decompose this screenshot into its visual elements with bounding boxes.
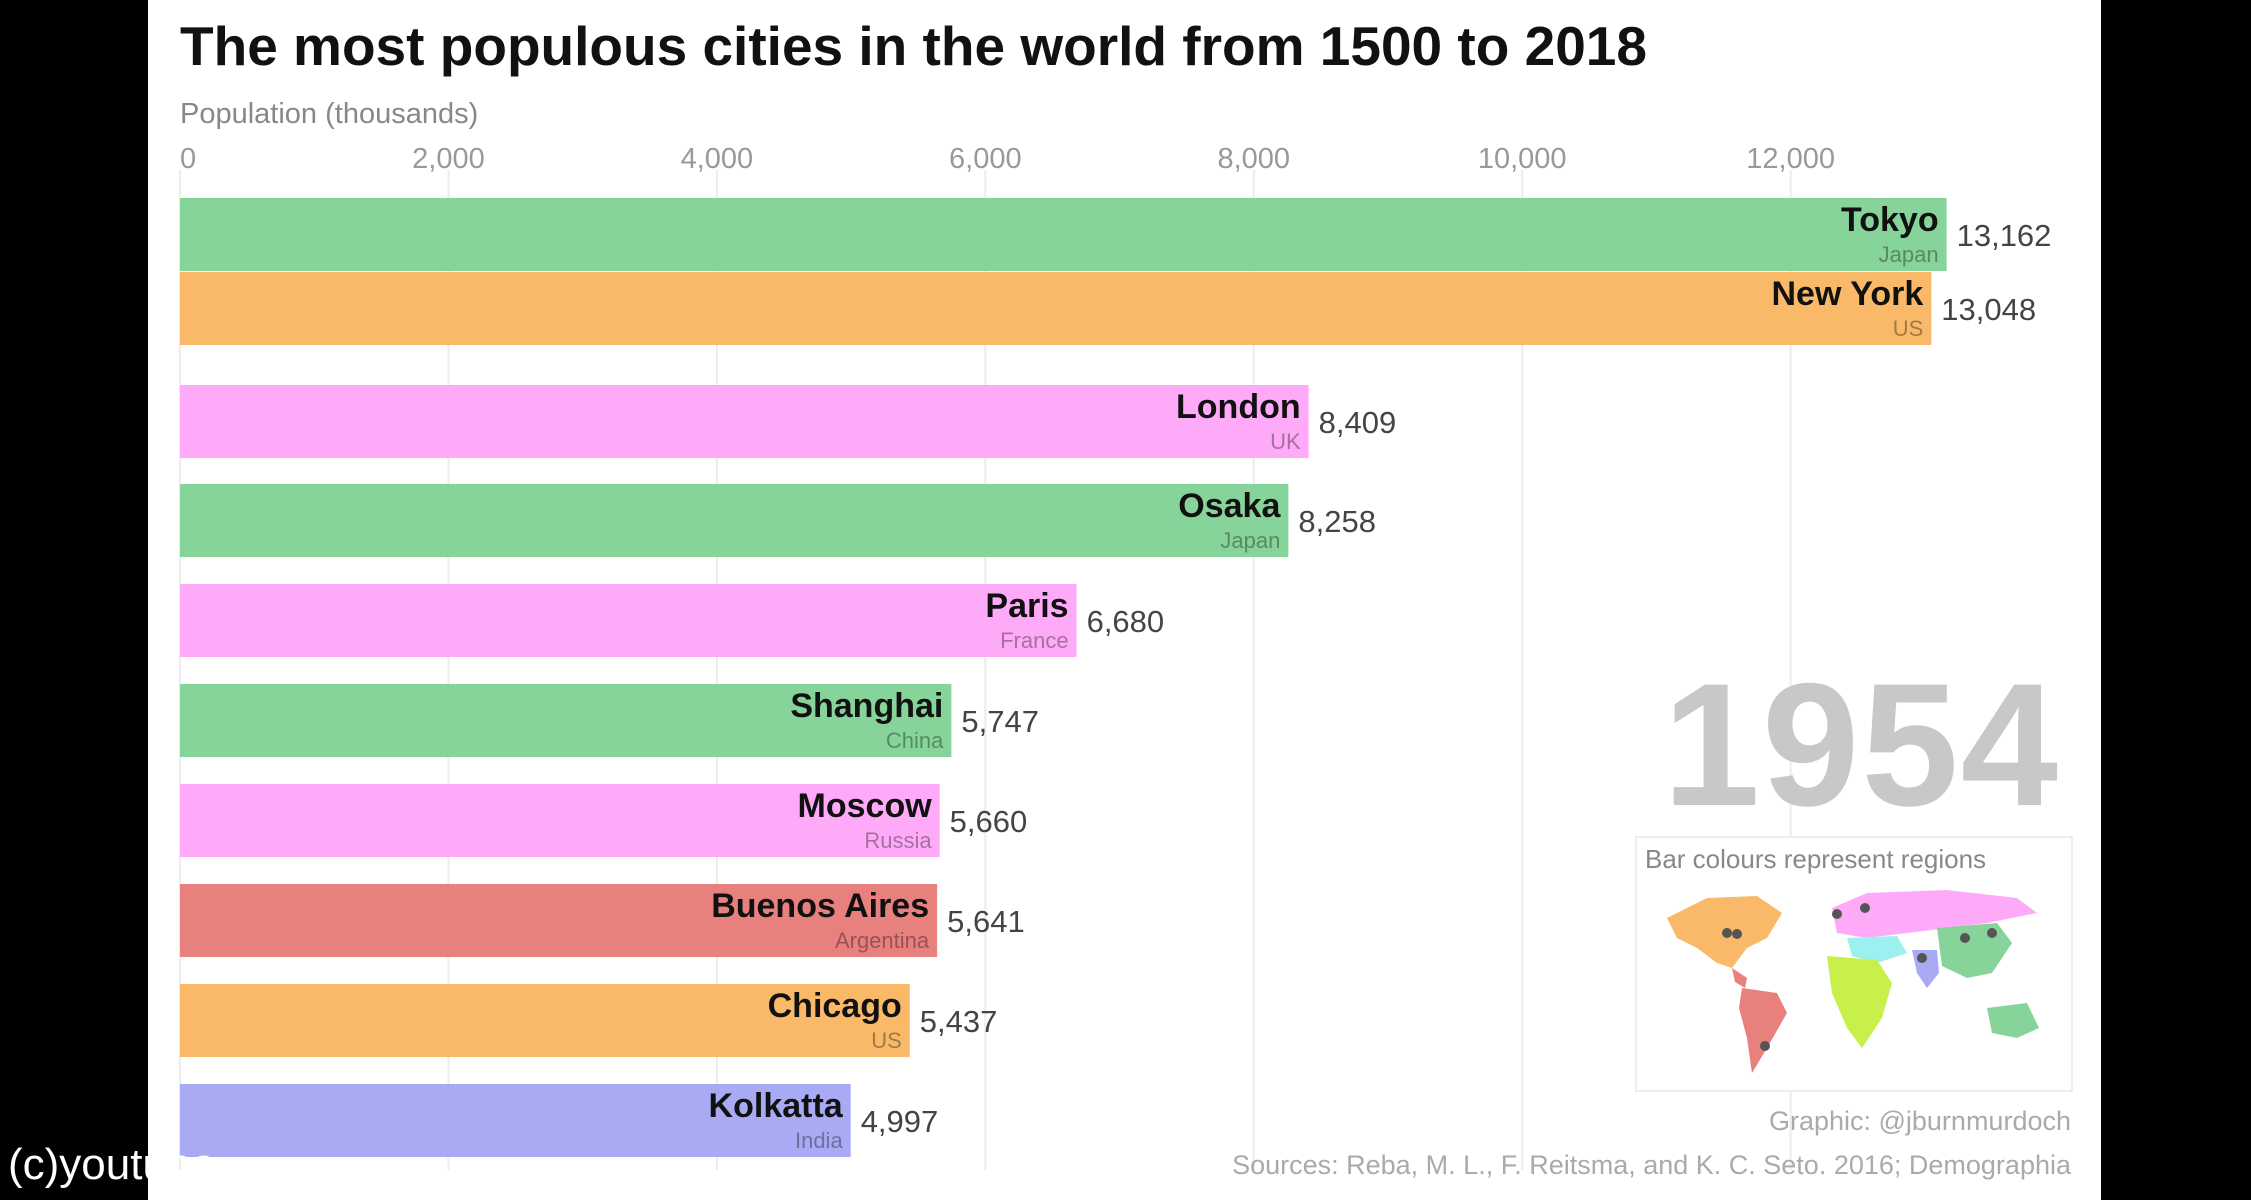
bar-new-york bbox=[180, 272, 1932, 345]
bar-kolkatta bbox=[180, 1084, 851, 1157]
bar-value-label: 13,048 bbox=[1941, 292, 2036, 327]
x-tick-label: 6,000 bbox=[949, 143, 1022, 175]
bar-country-label: India bbox=[795, 1128, 843, 1153]
bar-london bbox=[180, 385, 1309, 458]
bar-value-label: 5,747 bbox=[961, 704, 1039, 739]
bar-country-label: Japan bbox=[1879, 242, 1939, 267]
bar-value-label: 4,997 bbox=[861, 1104, 939, 1139]
legend-title: Bar colours represent regions bbox=[1645, 844, 1987, 874]
bar-value-label: 8,409 bbox=[1319, 405, 1397, 440]
bar-country-label: Argentina bbox=[835, 928, 930, 953]
watermark: (c)youtube bbox=[8, 1140, 216, 1189]
region-legend: Bar colours represent regions bbox=[1635, 836, 2073, 1092]
bar-city-label: Buenos Aires bbox=[711, 887, 929, 925]
bar-value-label: 8,258 bbox=[1298, 504, 1376, 539]
x-tick-label: 8,000 bbox=[1217, 143, 1290, 175]
bar-value-label: 5,660 bbox=[950, 804, 1028, 839]
bar-value-label: 6,680 bbox=[1087, 604, 1165, 639]
bar-city-label: Chicago bbox=[768, 987, 902, 1025]
x-tick-label: 2,000 bbox=[412, 143, 485, 175]
bar-city-label: London bbox=[1176, 388, 1301, 426]
x-axis-label: Population (thousands) bbox=[180, 98, 479, 130]
bar-buenos-aires bbox=[180, 884, 938, 957]
x-tick-label: 4,000 bbox=[681, 143, 754, 175]
bar-city-label: Osaka bbox=[1178, 487, 1281, 525]
bar-city-label: Moscow bbox=[798, 787, 933, 825]
sources-text: Sources: Reba, M. L., F. Reitsma, and K.… bbox=[1232, 1150, 2071, 1180]
bar-country-label: US bbox=[871, 1028, 902, 1053]
bar-country-label: US bbox=[1893, 316, 1924, 341]
bar-moscow bbox=[180, 784, 940, 857]
bar-value-label: 5,641 bbox=[947, 904, 1025, 939]
bar-country-label: France bbox=[1000, 628, 1068, 653]
bar-tokyo bbox=[180, 198, 1947, 271]
x-tick-label: 12,000 bbox=[1746, 143, 1835, 175]
bar-paris bbox=[180, 584, 1077, 657]
bar-city-label: Paris bbox=[985, 587, 1068, 625]
bar-city-label: Shanghai bbox=[790, 687, 943, 725]
bar-city-label: Tokyo bbox=[1841, 201, 1939, 239]
x-tick-label: 10,000 bbox=[1478, 143, 1567, 175]
bar-country-label: Japan bbox=[1220, 528, 1280, 553]
bar-value-label: 5,437 bbox=[920, 1004, 998, 1039]
chart-title: The most populous cities in the world fr… bbox=[180, 15, 1647, 77]
bar-country-label: UK bbox=[1270, 429, 1301, 454]
world-map-icon bbox=[1667, 890, 2039, 1073]
bar-chicago bbox=[180, 984, 910, 1057]
graphic-credit: Graphic: @jburnmurdoch bbox=[1768, 1106, 2071, 1136]
bar-value-label: 13,162 bbox=[1957, 218, 2052, 253]
bar-country-label: China bbox=[886, 728, 944, 753]
bar-osaka bbox=[180, 484, 1289, 557]
year-label: 1954 bbox=[1662, 648, 2060, 843]
bar-shanghai bbox=[180, 684, 952, 757]
bar-country-label: Russia bbox=[864, 828, 932, 853]
x-tick-label: 0 bbox=[180, 143, 196, 175]
bar-city-label: New York bbox=[1771, 275, 1923, 313]
bar-city-label: Kolkatta bbox=[709, 1087, 844, 1125]
